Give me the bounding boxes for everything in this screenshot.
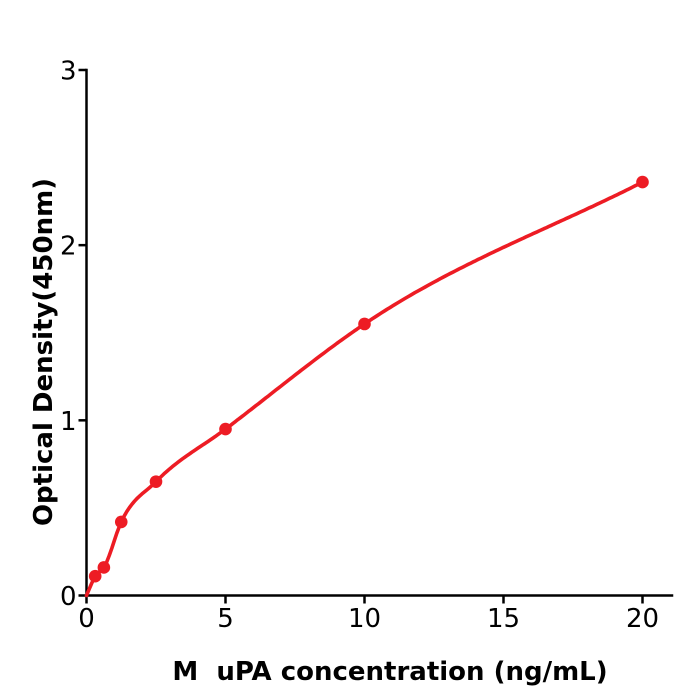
data-point (114, 515, 128, 529)
y-tick-label: 3 (60, 56, 77, 86)
x-tick-label: 20 (626, 604, 659, 634)
data-point (97, 561, 111, 574)
y-tick-label: 2 (60, 232, 77, 262)
axes-layer (85, 68, 674, 597)
data-point (149, 475, 163, 488)
x-tick-label: 5 (217, 604, 234, 634)
x-tick-label: 0 (78, 604, 95, 634)
point-layer (88, 175, 649, 583)
y-tick-label: 0 (60, 582, 77, 612)
data-point (636, 175, 649, 189)
x-tick-label: 15 (487, 604, 520, 634)
y-tick-label: 1 (60, 407, 77, 437)
y-axis-title: Optical Density(450nm) (29, 178, 59, 526)
x-tick-label: 10 (348, 604, 381, 634)
fitted-curve-line (84, 180, 645, 598)
tick-label-layer: 0 5 10 15 20 0 1 2 3 (60, 56, 659, 634)
data-point (219, 422, 232, 436)
x-axis-title: M uPA concentration (ng/mL) (172, 657, 607, 687)
axis-spines (85, 68, 674, 597)
data-point (358, 317, 371, 331)
tick-layer (78, 68, 644, 604)
curve-layer (84, 180, 645, 598)
data-point (88, 569, 102, 583)
